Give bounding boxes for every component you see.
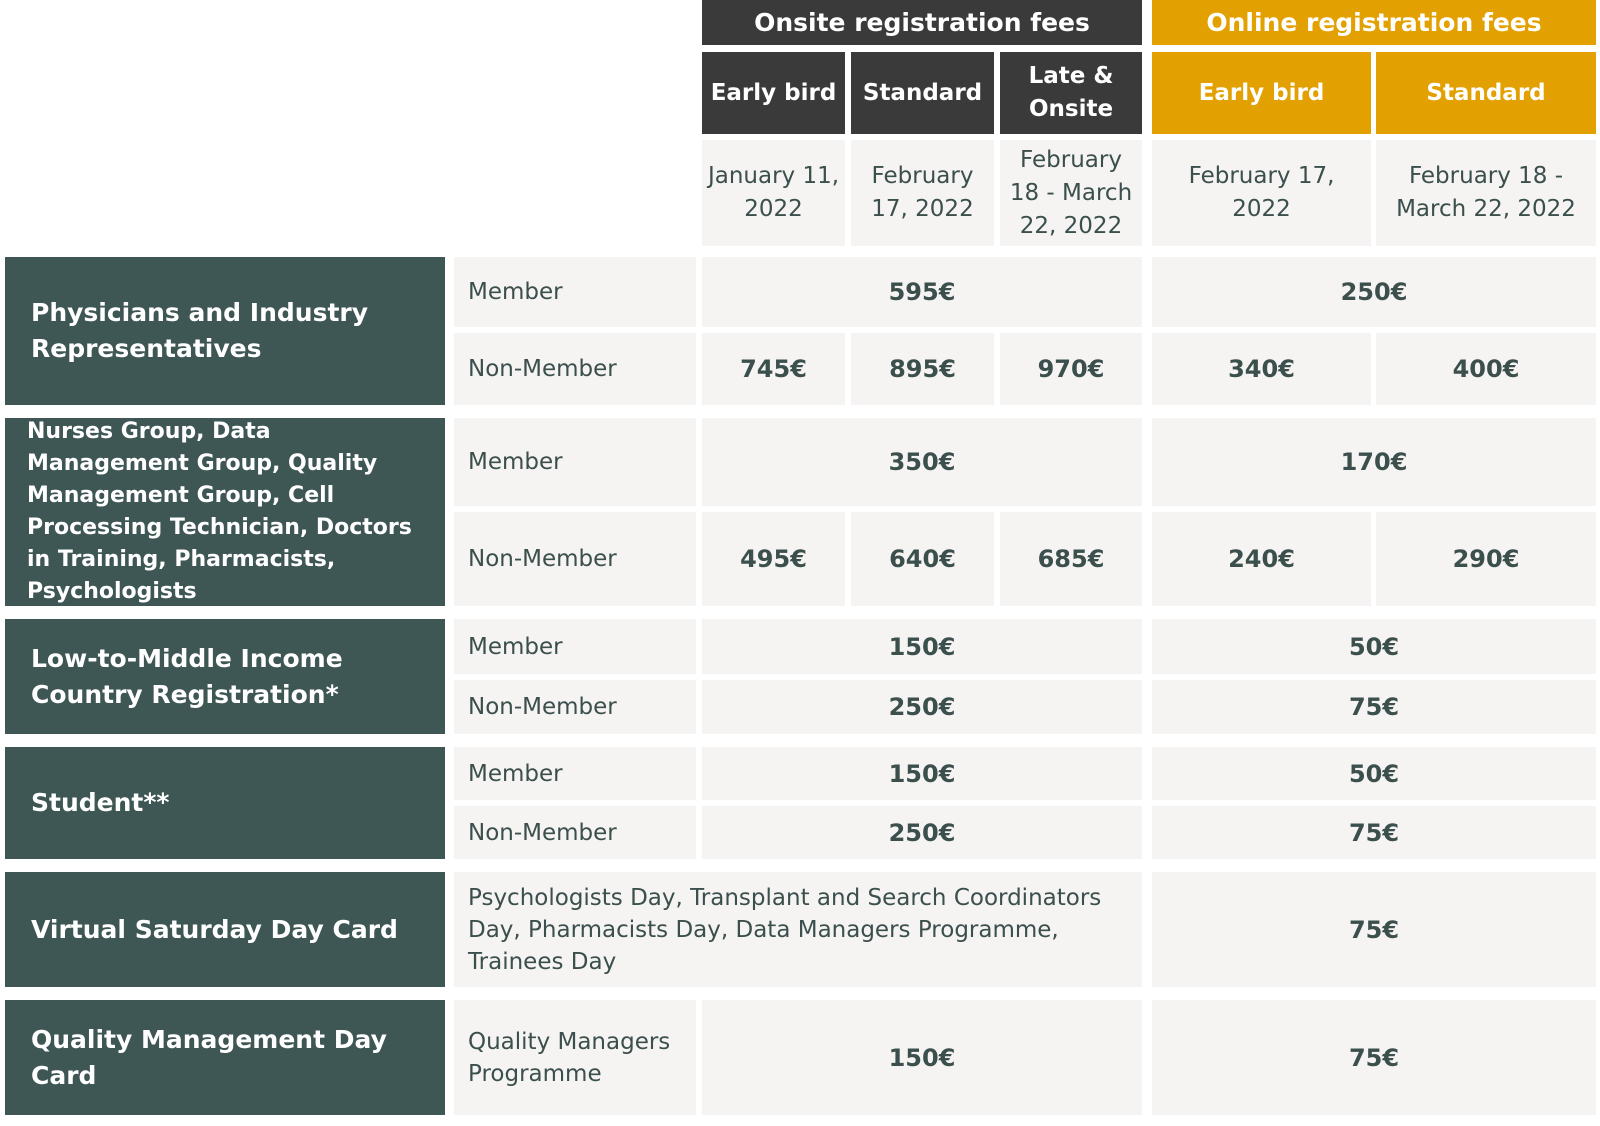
onsite-fees-header: Onsite registration fees <box>702 0 1142 45</box>
fee-online-standard: 400€ <box>1376 333 1596 405</box>
member-label: Member <box>454 747 696 800</box>
fee-onsite: 150€ <box>702 619 1142 674</box>
fee-online: 50€ <box>1152 619 1596 674</box>
fee-online-early-bird: 240€ <box>1152 512 1371 606</box>
fee-onsite: 595€ <box>702 257 1142 327</box>
non-member-label: Non-Member <box>454 512 696 606</box>
fee-onsite: 250€ <box>702 806 1142 859</box>
onsite-late-date: February 18 - March 22, 2022 <box>1000 140 1142 246</box>
saturday-programmes-description: Psychologists Day, Transplant and Search… <box>454 872 1142 987</box>
fee-onsite: 150€ <box>702 747 1142 800</box>
online-early-bird-date: February 17, 2022 <box>1152 140 1371 246</box>
fee-onsite: 150€ <box>702 1000 1142 1115</box>
fee-onsite-late: 685€ <box>1000 512 1142 606</box>
member-label: Member <box>454 257 696 327</box>
fee-online: 75€ <box>1152 680 1596 734</box>
non-member-label: Non-Member <box>454 680 696 734</box>
fee-online: 50€ <box>1152 747 1596 800</box>
fee-online-standard: 290€ <box>1376 512 1596 606</box>
onsite-late-col: Late & Onsite <box>1000 52 1142 134</box>
fee-onsite-standard: 895€ <box>851 333 994 405</box>
fee-online-early-bird: 340€ <box>1152 333 1371 405</box>
member-label: Member <box>454 619 696 674</box>
non-member-label: Non-Member <box>454 333 696 405</box>
category-quality-management-day-card: Quality Management Day Card <box>5 1000 445 1115</box>
fee-onsite-late: 970€ <box>1000 333 1142 405</box>
category-virtual-saturday-day-card: Virtual Saturday Day Card <box>5 872 445 987</box>
onsite-early-bird-col: Early bird <box>702 52 845 134</box>
fee-online: 75€ <box>1152 872 1596 987</box>
fee-online: 250€ <box>1152 257 1596 327</box>
fee-online: 170€ <box>1152 418 1596 506</box>
online-standard-col: Standard <box>1376 52 1596 134</box>
category-nurses-group: Nurses Group, Data Management Group, Qua… <box>5 418 445 606</box>
non-member-label: Non-Member <box>454 806 696 859</box>
fee-onsite-early-bird: 745€ <box>702 333 845 405</box>
online-early-bird-col: Early bird <box>1152 52 1371 134</box>
member-label: Member <box>454 418 696 506</box>
fee-onsite: 250€ <box>702 680 1142 734</box>
category-student: Student** <box>5 747 445 859</box>
online-fees-header: Online registration fees <box>1152 0 1596 45</box>
category-lmic: Low-to-Middle Income Country Registratio… <box>5 619 445 734</box>
onsite-standard-col: Standard <box>851 52 994 134</box>
quality-programme-description: Quality Managers Programme <box>454 1000 696 1115</box>
online-standard-date: February 18 - March 22, 2022 <box>1376 140 1596 246</box>
onsite-early-bird-date: January 11, 2022 <box>702 140 845 246</box>
fee-online: 75€ <box>1152 1000 1596 1115</box>
fee-onsite-standard: 640€ <box>851 512 994 606</box>
category-physicians: Physicians and Industry Representatives <box>5 257 445 405</box>
fee-online: 75€ <box>1152 806 1596 859</box>
fee-onsite-early-bird: 495€ <box>702 512 845 606</box>
onsite-standard-date: February 17, 2022 <box>851 140 994 246</box>
fee-onsite: 350€ <box>702 418 1142 506</box>
